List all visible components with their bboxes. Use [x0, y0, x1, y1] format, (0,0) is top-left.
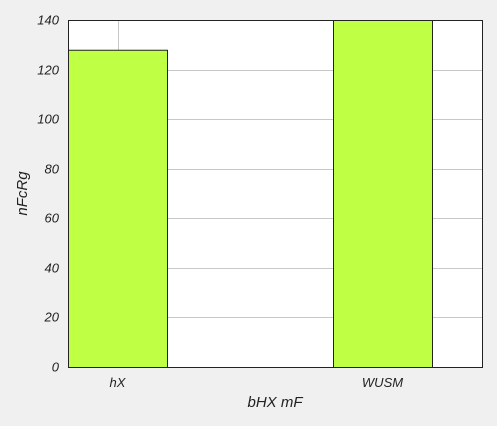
y-tick-label: 60 [45, 211, 60, 226]
y-tick-label: 140 [37, 13, 59, 28]
y-tick-label: 100 [37, 112, 59, 127]
y-axis-ticks: 0 20 40 60 80 100 120 140 [37, 13, 59, 375]
bar-hx [68, 49, 168, 368]
x-tick-label: WUSM [362, 375, 403, 390]
y-tick-label: 20 [44, 310, 60, 325]
y-tick-label: 120 [37, 63, 59, 78]
x-tick-label: hX [110, 375, 127, 390]
bar-wusm [333, 20, 433, 368]
y-tick-label: 40 [45, 261, 60, 276]
y-tick-label: 0 [52, 360, 60, 375]
x-axis-ticks: hX WUSM [110, 375, 404, 390]
y-axis-title: nFcRg [14, 171, 31, 216]
plot-frame [68, 20, 483, 368]
bars [68, 20, 433, 368]
x-axis-title: bHX mF [247, 394, 303, 411]
y-tick-label: 80 [45, 162, 60, 177]
